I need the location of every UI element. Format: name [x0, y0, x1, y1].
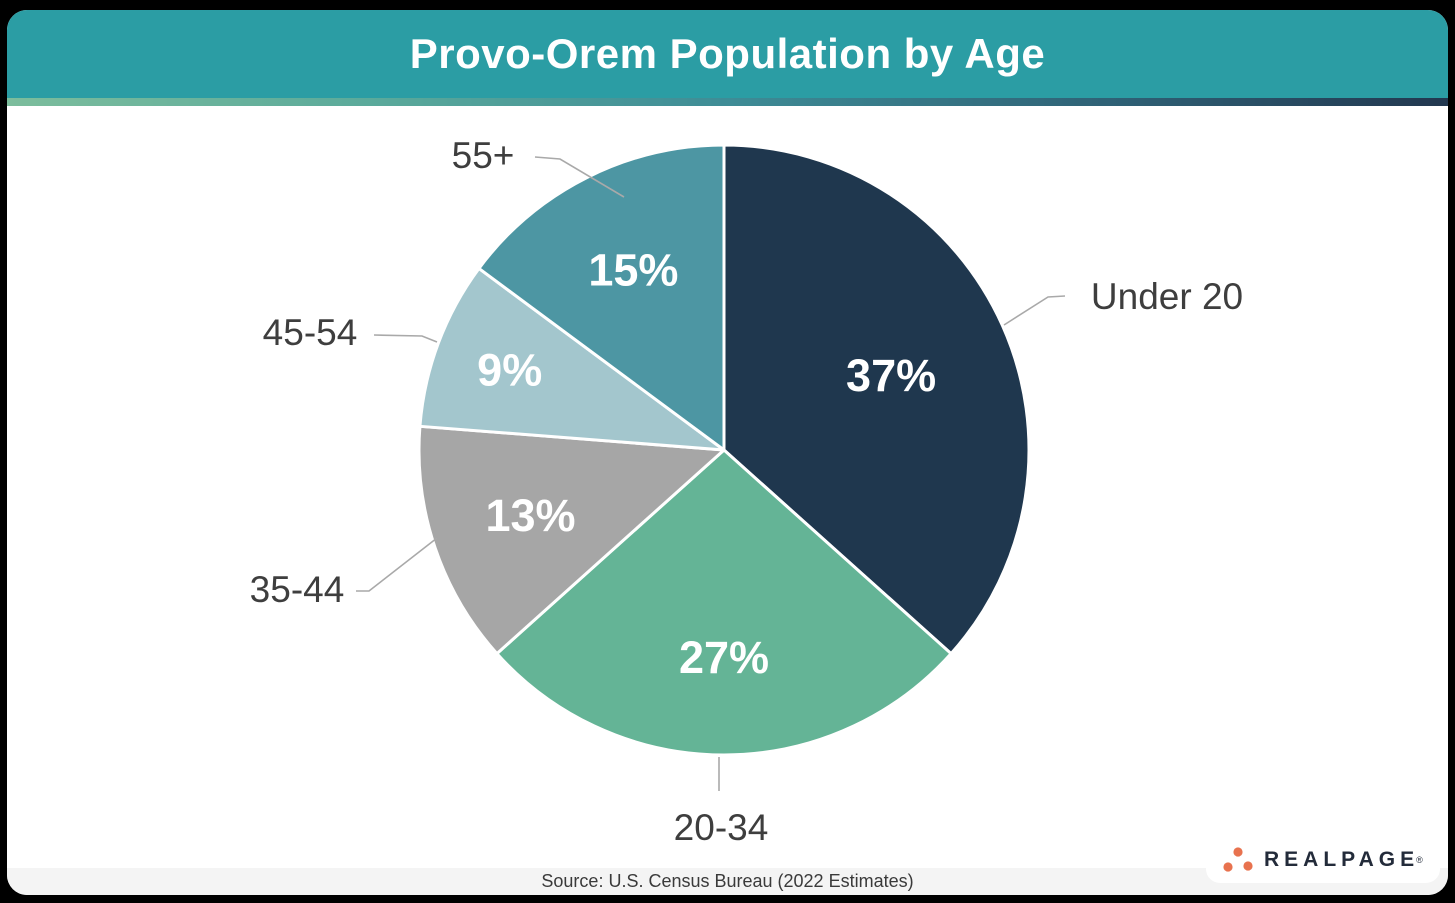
slice-value-under-20: 37%: [846, 350, 936, 401]
realpage-trademark: ®: [1416, 854, 1423, 865]
category-label-55-plus: 55+: [451, 135, 515, 176]
pie-slice-20-34: [495, 448, 953, 757]
category-label-35-44: 35-44: [249, 569, 345, 610]
slice-value-55: 15%: [588, 245, 678, 296]
slice-value-labels: 37% 27% 13% 9% 15%: [477, 245, 936, 683]
source-text: Source: U.S. Census Bureau (2022 Estimat…: [541, 871, 914, 891]
leader-line-55-plus: [534, 156, 625, 198]
chart-area: 37% 27% 13% 9% 15% Under 20 20-34 35-44 45-5…: [7, 106, 1448, 868]
realpage-logo-mark: [1223, 846, 1253, 872]
pie-slice-35-44: [417, 424, 726, 656]
category-label-45-54: 45-54: [262, 312, 358, 353]
page-title: Provo-Orem Population by Age: [409, 30, 1046, 77]
realpage-logo: REALPAGE ®: [1206, 836, 1440, 883]
slice-value-20-34: 27%: [679, 632, 769, 683]
title-bar: Provo-Orem Population by Age: [7, 10, 1448, 98]
pie-slice-45-54: [418, 266, 726, 452]
slice-value-45-54: 9%: [477, 344, 542, 395]
pie-slices: [417, 143, 1031, 757]
infographic-card: Provo-Orem Population by Age 37% 27% 13% 9%…: [7, 10, 1448, 895]
accent-gradient-strip: [7, 98, 1448, 106]
leader-line-under-20: [1003, 295, 1066, 326]
slice-value-35-44: 13%: [485, 490, 575, 541]
pie-slice-55: [477, 143, 726, 452]
pie-slice-under-20: [722, 143, 1031, 656]
pie-chart: 37% 27% 13% 9% 15%: [356, 143, 1066, 791]
leader-line-35-44: [356, 537, 438, 592]
category-label-20-34: 20-34: [673, 807, 769, 848]
leader-line-45-54: [373, 334, 438, 343]
category-label-under-20: Under 20: [1090, 276, 1244, 317]
leader-lines: [356, 156, 1066, 791]
realpage-logo-text: REALPAGE: [1264, 847, 1420, 871]
